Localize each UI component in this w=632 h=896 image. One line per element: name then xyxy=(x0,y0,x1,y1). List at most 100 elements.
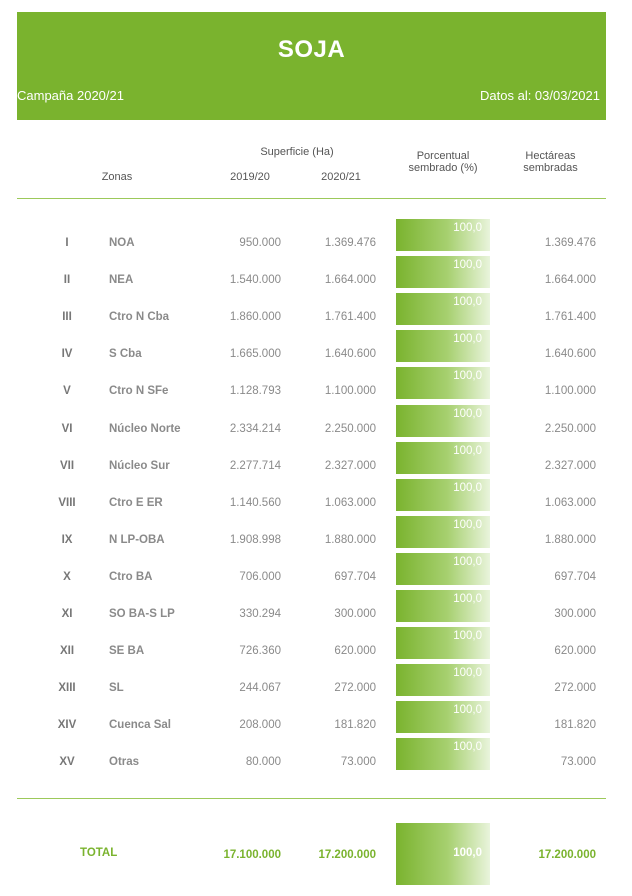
table-row: XII SE BA 726.360 620.000 100,0 620.000 xyxy=(0,627,632,664)
surface-2020: 73.000 xyxy=(340,756,376,769)
percent-value: 100,0 xyxy=(453,555,482,568)
header-divider xyxy=(17,198,606,199)
zone-name: SO BA-S LP xyxy=(109,608,175,620)
year-2019-header: 2019/20 xyxy=(230,171,270,183)
percent-bar: 100,0 xyxy=(396,256,490,289)
zone-number: II xyxy=(63,274,71,287)
hectares-sown: 1.100.000 xyxy=(544,385,596,398)
hectareas-header-line1: Hectáreas xyxy=(525,150,576,162)
table-row: VIII Ctro E ER 1.140.560 1.063.000 100,0 1.06… xyxy=(0,478,632,516)
porcentual-header-line2: sembrado (%) xyxy=(408,162,478,174)
zone-number: VII xyxy=(59,459,75,472)
total-2019: 17.100.000 xyxy=(223,849,281,861)
hectares-sown: 181.820 xyxy=(554,719,596,732)
table-row: VI Núcleo Norte 2.334.214 2.250.000 100,0 2.2… xyxy=(0,404,632,442)
surface-2019: 1.128.793 xyxy=(229,385,281,398)
percent-value: 100,0 xyxy=(453,518,482,531)
zone-name: SE BA xyxy=(109,645,145,658)
zone-name: Cuenca Sal xyxy=(109,719,171,732)
surface-2019: 80.000 xyxy=(245,756,281,769)
table-row: I NOA 950.000 1.369.476 100,0 1.369.476 xyxy=(0,219,632,256)
table-row: IV S Cba 1.665.000 1.640.600 100,0 1.640.600 xyxy=(0,330,632,367)
surface-2019: 706.000 xyxy=(239,570,281,583)
porcentual-header: Porcentual sembrado (%) xyxy=(396,150,490,174)
zone-name: S Cba xyxy=(109,348,142,361)
table-row: XIII SL 244.067 272.000 100,0 272.000 xyxy=(0,664,632,701)
surface-2020: 1.664.000 xyxy=(324,274,376,287)
surface-2019: 726.360 xyxy=(239,645,281,658)
percent-value: 100,0 xyxy=(453,370,482,383)
zone-number: XII xyxy=(59,645,75,658)
percent-bar: 100,0 xyxy=(396,515,490,548)
report-header: SOJA Campaña 2020/21 Datos al: 03/03/202… xyxy=(17,12,606,120)
zone-number: IV xyxy=(61,348,73,361)
percent-bar: 100,0 xyxy=(396,701,490,734)
hectares-sown: 2.327.000 xyxy=(544,459,596,472)
surface-2020: 1.063.000 xyxy=(324,496,376,509)
surface-2019: 2.334.214 xyxy=(229,422,281,435)
surface-2019: 208.000 xyxy=(239,719,281,732)
total-label: TOTAL xyxy=(80,847,118,859)
zone-name: Ctro N SFe xyxy=(109,385,169,398)
zonas-header: Zonas xyxy=(101,171,133,183)
hectares-sown: 1.369.476 xyxy=(544,237,596,249)
percent-bar: 100,0 xyxy=(396,404,490,437)
surface-2020: 300.000 xyxy=(334,608,376,620)
percent-bar: 100,0 xyxy=(396,552,490,585)
total-sembradas: 17.200.000 xyxy=(538,849,596,861)
zone-number: VIII xyxy=(58,496,76,509)
zone-name: Núcleo Sur xyxy=(109,459,170,472)
surface-2020: 1.369.476 xyxy=(324,237,376,249)
zone-number: I xyxy=(65,237,69,249)
hectares-sown: 300.000 xyxy=(554,608,596,620)
table-row: XIV Cuenca Sal 208.000 181.820 100,0 181.820 xyxy=(0,701,632,738)
hectares-sown: 272.000 xyxy=(554,682,596,695)
surface-2020: 620.000 xyxy=(334,645,376,658)
surface-2020: 697.704 xyxy=(334,570,376,583)
superficie-header: Superficie (Ha) xyxy=(260,146,334,158)
zone-number: X xyxy=(63,570,71,583)
zone-number: III xyxy=(62,311,72,324)
zone-number: XIII xyxy=(58,682,76,695)
zone-number: XIV xyxy=(57,719,77,732)
surface-2020: 272.000 xyxy=(334,682,376,695)
table-row: II NEA 1.540.000 1.664.000 100,0 1.664.000 xyxy=(0,256,632,293)
zone-name: NEA xyxy=(109,274,134,287)
percent-value: 100,0 xyxy=(453,667,482,680)
zone-number: V xyxy=(63,385,71,398)
percent-value: 100,0 xyxy=(453,741,482,754)
percent-bar: 100,0 xyxy=(396,738,490,771)
table-row: VII Núcleo Sur 2.277.714 2.327.000 100,0 2.32… xyxy=(0,441,632,479)
percent-value: 100,0 xyxy=(453,593,482,605)
hectares-sown: 2.250.000 xyxy=(544,422,596,435)
porcentual-header-line1: Porcentual xyxy=(416,150,470,162)
table-row: X Ctro BA 706.000 697.704 100,0 697.704 xyxy=(0,552,632,590)
surface-2020: 2.250.000 xyxy=(324,422,376,435)
percent-bar: 100,0 xyxy=(396,367,490,400)
surface-2019: 950.000 xyxy=(239,237,281,249)
percent-value: 100,0 xyxy=(453,296,482,309)
percent-value: 100,0 xyxy=(453,481,482,494)
percent-bar: 100,0 xyxy=(396,478,490,511)
percent-bar: 100,0 xyxy=(396,330,490,363)
table-row: XV Otras 80.000 73.000 100,0 73.000 xyxy=(0,738,632,775)
hectares-sown: 1.761.400 xyxy=(544,311,596,324)
hectareas-header: Hectáreas sembradas xyxy=(505,150,596,174)
zone-name: Núcleo Norte xyxy=(109,422,181,435)
percent-bar: 100,0 xyxy=(396,293,490,326)
surface-2019: 1.860.000 xyxy=(229,311,281,324)
percent-value: 100,0 xyxy=(453,222,482,234)
table-row: IX N LP-OBA 1.908.998 1.880.000 100,0 1.880.0… xyxy=(0,515,632,553)
zone-name: Ctro N Cba xyxy=(109,311,170,324)
zone-name: N LP-OBA xyxy=(109,533,165,546)
surface-2019: 1.908.998 xyxy=(229,533,281,546)
surface-2020: 2.327.000 xyxy=(324,459,376,472)
zone-name: Otras xyxy=(109,756,140,769)
total-2020: 17.200.000 xyxy=(318,849,376,861)
total-divider xyxy=(17,798,606,799)
table-row: V Ctro N SFe 1.128.793 1.100.000 100,0 1.100.… xyxy=(0,367,632,404)
hectares-sown: 1.664.000 xyxy=(544,274,596,287)
table-row: III Ctro N Cba 1.860.000 1.761.400 100,0 1.76… xyxy=(0,293,632,330)
percent-value: 100,0 xyxy=(453,407,482,420)
hectares-sown: 73.000 xyxy=(560,756,596,769)
